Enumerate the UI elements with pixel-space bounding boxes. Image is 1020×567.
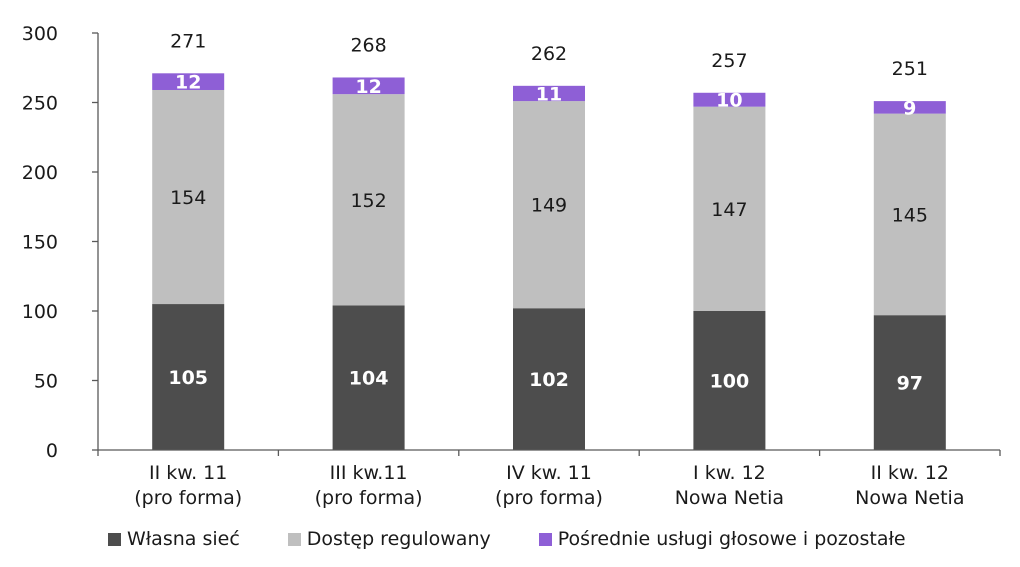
- data-label: 149: [531, 195, 567, 217]
- bar-segment: [873, 101, 946, 114]
- bar-segment: [152, 89, 225, 305]
- bar-segment: [693, 92, 766, 107]
- legend-swatch: [108, 532, 121, 546]
- data-label: 147: [711, 199, 747, 221]
- y-tick-label: 250: [22, 93, 58, 115]
- x-category-label: I kw. 12: [693, 462, 766, 484]
- y-tick-label: 50: [34, 371, 58, 393]
- data-label: 12: [355, 76, 381, 98]
- bar-segment: [332, 77, 405, 95]
- data-label: 9: [903, 97, 916, 119]
- bar-segment: [873, 113, 946, 316]
- legend: Własna sieć Dostęp regulowany Pośrednie us…: [108, 526, 954, 552]
- data-label: 12: [175, 72, 201, 94]
- bar-segment: [693, 106, 766, 311]
- data-label: 10: [716, 90, 742, 112]
- data-label: 102: [529, 369, 569, 391]
- y-tick-label: 200: [22, 162, 58, 184]
- total-label: 251: [892, 58, 928, 80]
- x-category-label: (pro forma): [315, 487, 423, 509]
- data-label: 154: [170, 187, 206, 209]
- bar-segment: [513, 101, 585, 309]
- legend-label: Pośrednie usługi głosowe i pozostałe: [557, 528, 906, 550]
- legend-label: Własna sieć: [127, 528, 240, 550]
- legend-item: Własna sieć: [108, 528, 240, 550]
- x-axis: II kw. 11 (pro forma) III kw.11 (pro forma)…: [97, 449, 1001, 509]
- bar-segment: [693, 311, 766, 450]
- x-category-label: Nowa Netia: [855, 487, 964, 509]
- y-tick-label: 100: [22, 301, 58, 323]
- x-category-label: III kw.11: [330, 462, 408, 484]
- x-category-label: Nowa Netia: [675, 487, 784, 509]
- bar-segment: [332, 94, 405, 306]
- x-category-label: IV kw. 11: [506, 462, 592, 484]
- total-label: 268: [350, 34, 386, 56]
- bar-segment: [513, 308, 585, 450]
- total-label: 262: [531, 43, 567, 65]
- legend-item: Dostęp regulowany: [287, 528, 491, 550]
- y-axis: 0 50 100 150 200 250 300: [22, 23, 99, 462]
- y-tick-label: 150: [22, 232, 58, 254]
- data-label: 11: [536, 83, 562, 105]
- legend-swatch: [538, 532, 552, 546]
- data-label: 100: [710, 371, 750, 393]
- data-label: 145: [892, 204, 928, 226]
- data-label: 104: [349, 368, 389, 390]
- data-label: 152: [350, 190, 386, 212]
- data-label: 97: [897, 373, 923, 395]
- legend-label: Dostęp regulowany: [306, 528, 491, 550]
- x-category-label: II kw. 11: [149, 462, 227, 484]
- bar-segment: [513, 85, 585, 102]
- total-label: 271: [170, 30, 206, 52]
- y-tick-label: 300: [22, 23, 58, 45]
- total-label: 257: [711, 50, 747, 72]
- y-tick-label: 0: [46, 440, 58, 462]
- bar-segment: [332, 305, 405, 450]
- x-category-label: II kw. 12: [871, 462, 949, 484]
- x-category-label: (pro forma): [495, 487, 603, 509]
- x-category-label: (pro forma): [134, 487, 242, 509]
- legend-item: Pośrednie usługi głosowe i pozostałe: [538, 528, 906, 550]
- bars: 105 154 12 271 104 152 12 268 102 149 11 262 100 147 1…: [152, 30, 946, 450]
- bar-segment: [152, 73, 225, 90]
- data-label: 105: [168, 367, 208, 389]
- bar-segment: [873, 315, 946, 450]
- bar-segment: [152, 304, 225, 450]
- legend-swatch: [287, 532, 301, 546]
